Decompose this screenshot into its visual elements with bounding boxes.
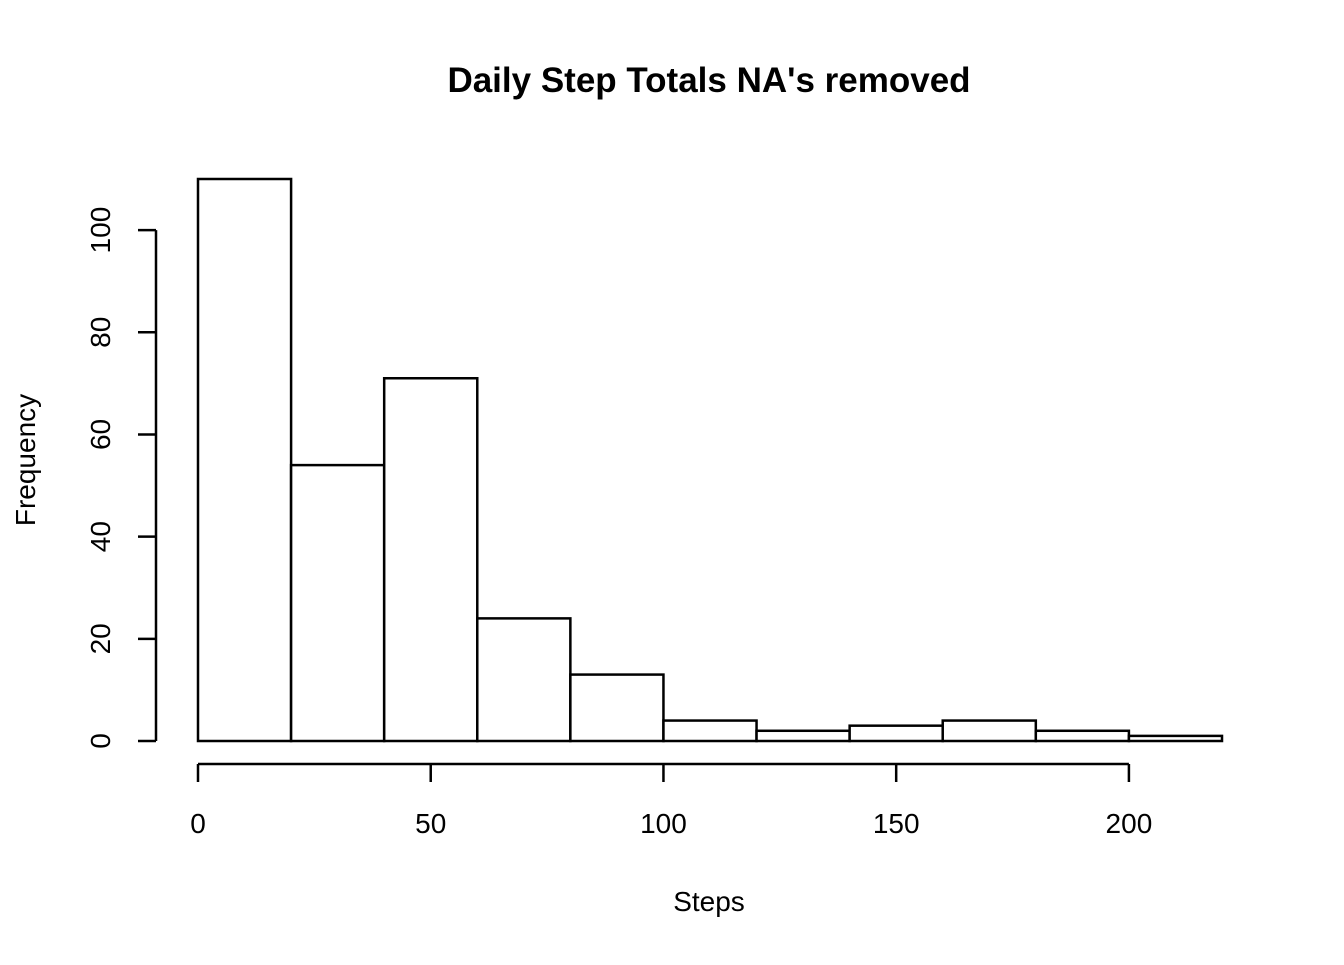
x-tick-label: 0 [190, 808, 206, 839]
histogram-bar-2 [289, 463, 386, 743]
histogram-bar-4 [476, 617, 572, 743]
histogram-bar-9 [941, 719, 1038, 743]
histogram-bar-1 [196, 177, 293, 743]
chart-title: Daily Step Totals NA's removed [447, 61, 970, 100]
histogram-bar-6 [662, 719, 758, 743]
histogram-bar-10 [1034, 729, 1131, 743]
x-axis: 0 50 100 150 200 [190, 762, 1153, 839]
histogram-bar-11 [1127, 734, 1224, 743]
histogram-bar-5 [569, 673, 665, 743]
y-tick-label: 80 [85, 317, 116, 348]
bars-group [196, 177, 1224, 743]
y-tick-label: 20 [85, 623, 116, 654]
y-axis-label: Frequency [10, 394, 41, 526]
histogram-bar-8 [848, 724, 944, 743]
y-tick-label: 100 [85, 207, 116, 254]
y-axis: 0 20 40 60 80 100 [85, 207, 158, 749]
histogram-bar-3 [382, 377, 479, 743]
y-tick-label: 0 [85, 733, 116, 749]
x-tick-label: 150 [873, 808, 920, 839]
x-axis-label: Steps [673, 886, 745, 917]
x-tick-label: 50 [415, 808, 446, 839]
y-tick-label: 40 [85, 521, 116, 552]
x-tick-label: 200 [1106, 808, 1153, 839]
histogram-bar-7 [755, 729, 851, 743]
y-tick-label: 60 [85, 419, 116, 450]
x-tick-label: 100 [640, 808, 687, 839]
